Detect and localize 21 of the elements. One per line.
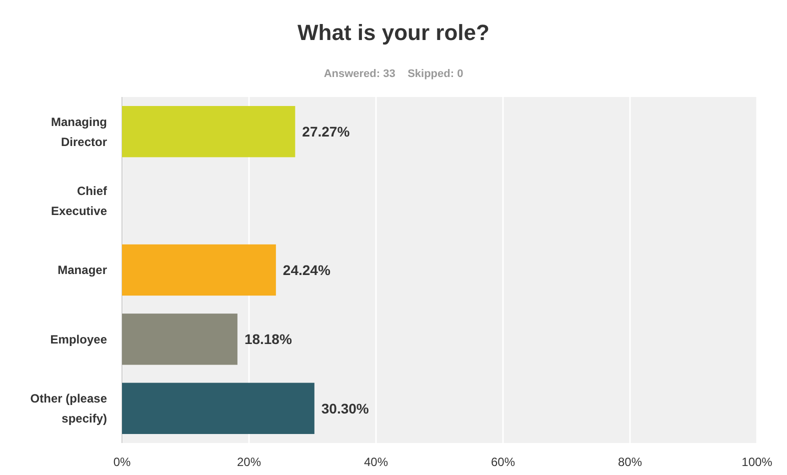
y-tick-label: Chief Executive [50,184,108,218]
x-tick-label: 100% [742,455,773,469]
data-label: 30.30% [321,400,370,416]
x-tick-label: 20% [236,455,262,469]
bar [122,106,296,158]
x-tick-label: 40% [364,455,388,469]
chart-title: What is your role? [298,20,490,45]
chart-subtitle: Answered: 33 Skipped: 0 [324,68,464,80]
y-tick-label: Employee [50,332,108,346]
data-label: 24.24% [282,262,331,278]
bar [122,244,276,296]
x-tick-label: 0% [113,455,131,469]
data-label: 27.27% [302,124,350,140]
bar [122,314,238,365]
data-label: 18.18% [244,331,292,348]
x-tick-label: 60% [490,455,516,469]
y-tick-label: Manager [58,263,108,278]
x-tick-label: 80% [618,455,642,469]
y-tick-label: Other (please specify) [30,392,108,426]
bar [122,382,314,434]
y-tick-label: Managing Director [51,114,108,149]
